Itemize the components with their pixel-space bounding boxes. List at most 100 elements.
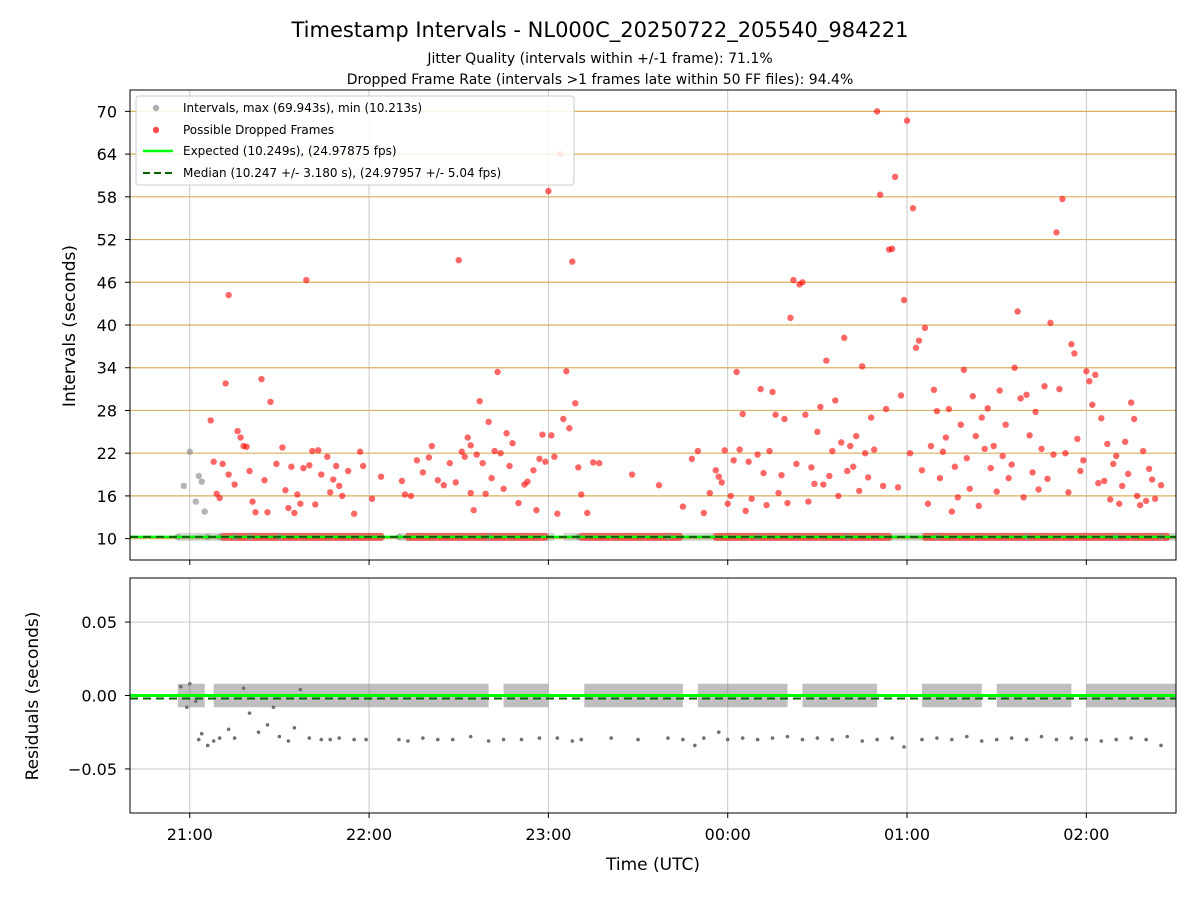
dropped-frame-point <box>820 481 827 488</box>
dropped-frame-point <box>258 375 265 383</box>
dropped-frame-point <box>434 477 442 484</box>
dropped-frame-point <box>1089 401 1096 408</box>
residual-point <box>421 736 425 740</box>
dropped-frame-point <box>306 462 313 469</box>
top-y-tick-label: 70 <box>97 102 117 121</box>
residual-point <box>935 736 939 740</box>
dropped-frame-point <box>841 334 848 342</box>
residual-point <box>1129 736 1133 740</box>
dropped-frame-point <box>497 449 504 457</box>
residual-point <box>693 743 697 748</box>
interval-point <box>192 498 199 505</box>
dropped-frame-point <box>757 385 764 393</box>
residual-point <box>298 687 303 692</box>
dropped-frame-point <box>1113 452 1120 460</box>
dropped-frame-point <box>1157 482 1165 489</box>
dropped-frame-point <box>781 415 788 423</box>
dropped-frame-point <box>972 432 979 440</box>
dropped-frame-point <box>261 477 268 484</box>
dropped-frame-point <box>243 443 250 450</box>
residual-point <box>241 686 246 690</box>
bottom-y-tick-label: 0.05 <box>81 613 117 632</box>
dropped-frame-point <box>1044 475 1051 483</box>
residual-point <box>468 734 473 739</box>
dropped-frame-point <box>888 245 896 253</box>
dropped-frame-point <box>1029 469 1036 476</box>
dropped-frame-point <box>279 444 286 451</box>
residual-point <box>450 737 455 742</box>
residual-point <box>1159 743 1163 748</box>
dropped-frame-point <box>1101 477 1108 485</box>
dropped-frame-point <box>1151 495 1159 502</box>
dropped-frame-point <box>835 492 842 500</box>
dropped-frame-point <box>1005 474 1012 482</box>
top-y-tick-label: 34 <box>97 359 117 378</box>
dropped-frame-point <box>766 447 773 455</box>
dropped-frame-point <box>954 494 962 501</box>
residual-point <box>609 736 613 740</box>
dropped-frame-point <box>327 489 334 496</box>
dropped-frame-point <box>655 482 663 489</box>
dropped-frame-point <box>975 502 982 510</box>
residual-point <box>307 736 312 740</box>
dropped-frame-point <box>1145 465 1153 473</box>
residual-point <box>815 736 820 740</box>
dropped-frame-point <box>1142 497 1150 505</box>
dropped-frame-point <box>915 337 923 344</box>
dropped-frame-point <box>870 446 878 453</box>
dropped-frame-point <box>981 445 988 453</box>
dropped-frame-point <box>894 484 902 491</box>
residual-point <box>1069 736 1074 740</box>
residual-point <box>247 711 252 715</box>
dropped-frame-point <box>440 482 447 489</box>
dropped-frame-point <box>491 447 498 455</box>
residual-point <box>902 745 906 749</box>
dropped-frame-point <box>273 460 280 468</box>
dropped-frame-point <box>368 495 376 502</box>
residual-point <box>1039 734 1044 739</box>
residual-point <box>1084 737 1089 742</box>
residual-point <box>965 734 969 739</box>
dropped-frame-point <box>1077 467 1084 475</box>
dropped-frame-point <box>377 473 385 480</box>
dropped-frame-point <box>515 499 522 507</box>
dropped-frame-point <box>718 479 725 486</box>
residual-point <box>352 737 356 742</box>
dropped-frame-point <box>338 492 346 500</box>
dropped-frame-point <box>864 474 872 481</box>
dropped-frame-point <box>1011 364 1018 371</box>
dropped-frame-point <box>1002 421 1009 428</box>
dropped-frame-point <box>1148 476 1156 483</box>
residual-point <box>179 684 183 689</box>
dropped-frame-point <box>1041 383 1048 390</box>
dropped-frame-point <box>1026 432 1033 439</box>
residual-point <box>292 726 297 730</box>
dropped-frame-point <box>784 499 791 507</box>
dropped-frame-point <box>470 506 477 514</box>
dropped-frame-point <box>461 453 468 460</box>
dropped-frame-point <box>500 485 507 492</box>
dropped-frame-point <box>1071 350 1078 357</box>
chart-title: Timestamp Intervals - NL000C_20250722_20… <box>290 18 908 43</box>
dropped-frame-point <box>957 421 965 428</box>
dropped-frame-point <box>297 500 304 507</box>
dropped-frame-point <box>563 368 570 375</box>
legend-dropped-label: Possible Dropped Frames <box>183 123 334 137</box>
residual-point <box>397 737 401 742</box>
x-tick-label: 00:00 <box>705 825 751 844</box>
dropped-frame-point <box>356 448 364 455</box>
dropped-frame-point <box>712 467 719 474</box>
dropped-frame-point <box>548 432 555 439</box>
dropped-frame-point <box>790 276 797 284</box>
dropped-frame-point <box>249 498 256 505</box>
residual-point <box>740 736 745 740</box>
dropped-frame-point <box>969 393 976 400</box>
dropped-frame-point <box>584 509 591 517</box>
dropped-frame-point <box>246 467 253 475</box>
dropped-frame-point <box>225 291 232 299</box>
dropped-frame-point <box>978 414 985 421</box>
dropped-frame-point <box>264 509 271 516</box>
dropped-frame-point <box>853 432 860 440</box>
residual-point <box>579 737 584 742</box>
dropped-frame-point <box>799 279 806 286</box>
